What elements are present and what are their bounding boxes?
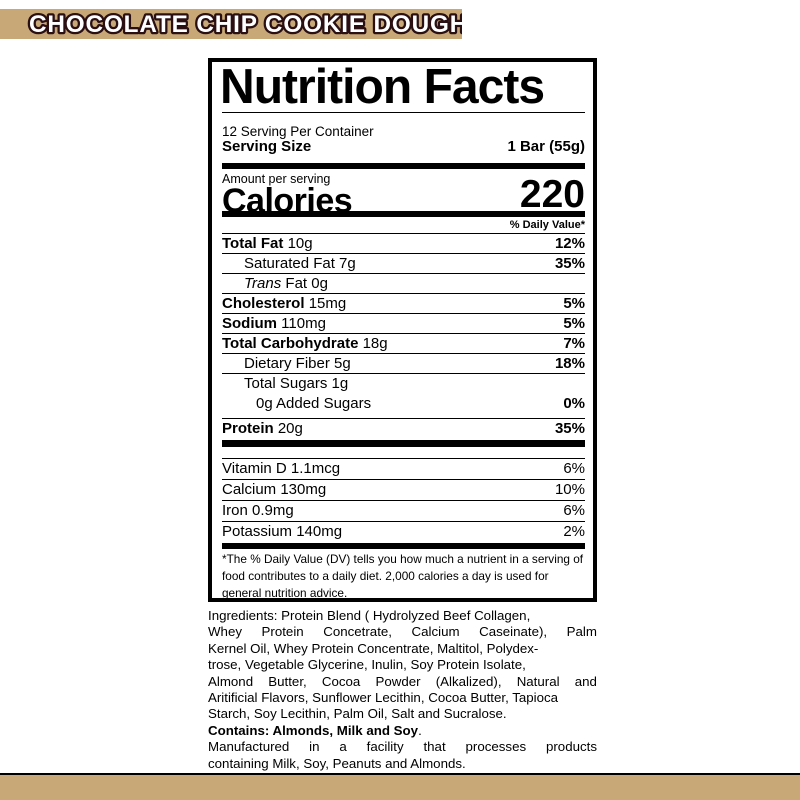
- svg-text:CHOCOLATE CHIP COOKIE DOUGH: CHOCOLATE CHIP COOKIE DOUGH: [29, 11, 462, 38]
